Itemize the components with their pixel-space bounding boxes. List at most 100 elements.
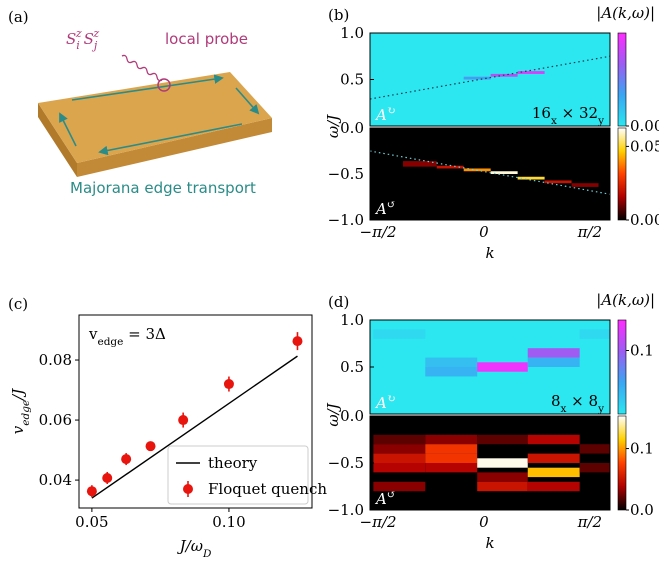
- heatmap-cell: [528, 454, 580, 463]
- x-tick-label: 0.05: [75, 513, 108, 531]
- legend-swatch: [183, 484, 193, 494]
- data-point: [102, 473, 112, 483]
- heatmap-cell: [528, 348, 580, 357]
- colorbar: [618, 33, 626, 126]
- text-part: 8: [551, 392, 561, 410]
- y-axis-label: vedge/J: [9, 388, 32, 434]
- text-part: edge: [97, 336, 123, 348]
- colorbar-label: |A(k,ω)|: [596, 291, 655, 309]
- x-tick-label: −π/2: [360, 513, 397, 531]
- text-part: J/ω: [177, 537, 203, 555]
- probe-wave: [122, 55, 162, 80]
- x-tick-label: π/2: [577, 223, 602, 241]
- data-point: [87, 486, 97, 496]
- colorbar-tick-label: 0.05: [630, 137, 659, 155]
- text-part: i: [76, 39, 80, 52]
- x-tick-label: 0: [479, 513, 489, 531]
- data-point: [178, 415, 188, 425]
- heatmap-cell: [425, 435, 477, 444]
- panel-label: (b): [328, 6, 349, 24]
- text-part: 32: [579, 104, 598, 122]
- colorbar-label: |A(k,ω)|: [596, 4, 655, 22]
- y-tick-label: 0.0: [340, 119, 364, 137]
- y-tick-label: 1.0: [340, 311, 364, 329]
- legend-label: Floquet quench: [208, 480, 327, 498]
- heatmap-cell: [477, 458, 528, 467]
- text-part: = 3Δ: [123, 325, 166, 343]
- panel-label: (c): [8, 295, 28, 313]
- x-axis-label: J/ωD: [177, 537, 212, 560]
- text-part: A: [374, 490, 387, 508]
- heatmap-cell: [528, 468, 580, 477]
- heatmap-cell: [373, 435, 425, 444]
- colorbar-tick-label: 0.00: [630, 211, 659, 229]
- text-part: S: [66, 30, 76, 48]
- panel-label: (a): [8, 8, 29, 26]
- colorbar-tick-label: 0.0: [630, 501, 654, 519]
- heatmap-cell: [425, 454, 477, 463]
- heatmap-cell: [425, 444, 477, 453]
- heatmap-cell: [477, 472, 528, 481]
- text-part: 8: [589, 392, 599, 410]
- data-point: [224, 379, 234, 389]
- heatmap-cell: [477, 435, 528, 444]
- y-tick-label: 0.06: [39, 411, 72, 429]
- heatmap-cell: [580, 444, 610, 453]
- annotation: vedge = 3Δ: [88, 325, 166, 348]
- legend-label: theory: [208, 454, 258, 472]
- text-part: /J: [9, 388, 27, 402]
- heatmap-cell: [572, 183, 599, 187]
- y-tick-label: 0.5: [340, 358, 364, 376]
- text-part: y: [597, 115, 604, 127]
- heatmap-cell: [528, 435, 580, 444]
- text-part: ×: [557, 104, 579, 122]
- data-point: [146, 441, 156, 451]
- x-tick-label: 0: [479, 223, 489, 241]
- heatmap-cell: [373, 463, 425, 472]
- heatmap-cell: [425, 358, 477, 367]
- text-part: ↺: [387, 199, 396, 211]
- text-part: y: [597, 403, 604, 415]
- y-tick-label: 0.5: [340, 71, 364, 89]
- text-part: z: [92, 27, 99, 40]
- heatmap-cell: [373, 329, 425, 338]
- x-tick-label: −π/2: [360, 223, 397, 241]
- colorbar-tick-label: 0.1: [630, 341, 654, 359]
- heatmap-cell: [425, 463, 477, 472]
- heatmap-cell: [425, 367, 477, 376]
- x-axis-label: k: [485, 534, 494, 552]
- y-tick-label: 0.0: [340, 407, 364, 425]
- y-tick-label: 1.0: [340, 24, 364, 42]
- x-axis-label: k: [485, 244, 494, 262]
- colorbar-tick-label: 0.1: [630, 440, 654, 458]
- heatmap-cell: [477, 362, 528, 371]
- heatmap-cell: [580, 329, 610, 338]
- x-tick-label: 0.10: [212, 513, 245, 531]
- heatmap-cell: [373, 444, 425, 453]
- text-part: z: [75, 27, 82, 40]
- heatmap-cell: [477, 482, 528, 491]
- x-tick-label: π/2: [577, 513, 602, 531]
- text-part: D: [202, 548, 212, 560]
- data-point: [292, 336, 302, 346]
- y-tick-label: 0.04: [39, 471, 72, 489]
- colorbar: [618, 416, 626, 510]
- transport-label: Majorana edge transport: [70, 179, 256, 197]
- y-tick-label: 0.08: [39, 351, 72, 369]
- text-part: ↺: [387, 489, 396, 501]
- heatmap-cell: [373, 454, 425, 463]
- text-part: A: [374, 200, 387, 218]
- colorbar-tick-label: 0.00: [630, 117, 659, 135]
- heatmap-cell: [528, 482, 580, 491]
- y-axis-label: ω/J: [324, 114, 342, 138]
- text-part: ↻: [387, 393, 396, 405]
- text-part: A: [374, 106, 387, 124]
- text-part: 16: [532, 104, 551, 122]
- heatmap-cell: [580, 463, 610, 472]
- text-part: edge: [20, 400, 32, 426]
- y-tick-label: −0.5: [328, 165, 364, 183]
- figure: (a) SizSjz local probe Majorana edge tra…: [0, 0, 659, 567]
- heatmap-cell: [403, 161, 437, 167]
- y-axis-label: ω/J: [324, 402, 342, 426]
